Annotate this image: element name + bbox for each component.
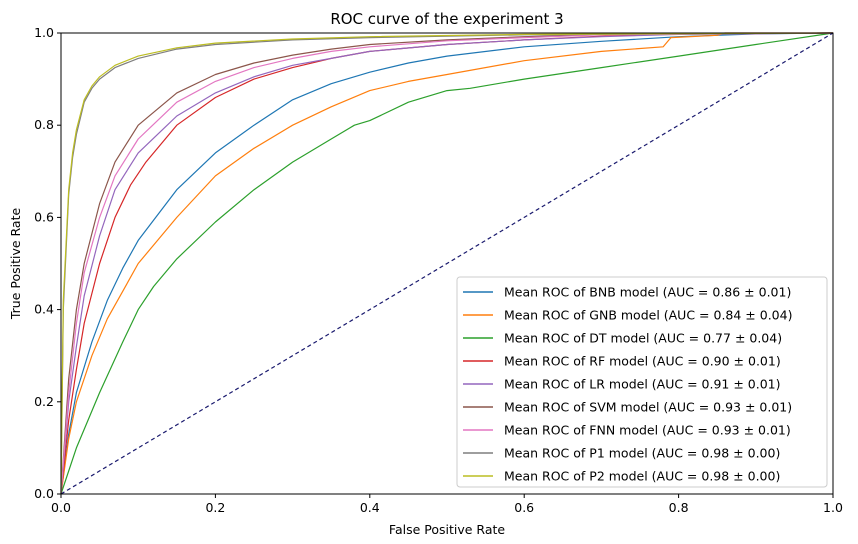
- legend-label-8: Mean ROC of P2 model (AUC = 0.98 ± 0.00): [504, 469, 780, 484]
- series-line-5: [60, 32, 834, 495]
- legend-label-4: Mean ROC of LR model (AUC = 0.91 ± 0.01): [504, 377, 780, 392]
- plot-frame: [60, 32, 834, 495]
- series-line-6: [60, 32, 834, 495]
- x-tick-label-5: 1.0: [823, 500, 843, 515]
- x-tick-label-2: 0.4: [360, 500, 380, 515]
- legend-box: [456, 276, 828, 488]
- x-tick-label-4: 0.8: [669, 500, 689, 515]
- x-tick-label-1: 0.2: [205, 500, 225, 515]
- y-tick-label-2: 0.4: [34, 302, 54, 317]
- y-tick-label-4: 0.8: [34, 117, 54, 132]
- x-tick-label-3: 0.6: [514, 500, 534, 515]
- series-line-8: [60, 32, 834, 495]
- y-tick-label-1: 0.2: [34, 394, 54, 409]
- series-layer: [60, 32, 834, 495]
- legend-label-7: Mean ROC of P1 model (AUC = 0.98 ± 0.00): [504, 446, 780, 461]
- legend-label-2: Mean ROC of DT model (AUC = 0.77 ± 0.04): [504, 331, 782, 346]
- diagonal-reference-line: [60, 32, 834, 495]
- series-line-1: [60, 32, 833, 495]
- legend-label-3: Mean ROC of RF model (AUC = 0.90 ± 0.01): [504, 354, 781, 369]
- legend-label-1: Mean ROC of GNB model (AUC = 0.84 ± 0.04…: [504, 308, 792, 323]
- y-axis-ticks: 0.0 0.2 0.4 0.6 0.8 1.0: [34, 25, 61, 501]
- y-axis-label: True Positive Rate: [8, 208, 23, 321]
- legend-items: Mean ROC of BNB model (AUC = 0.86 ± 0.01…: [463, 285, 792, 484]
- y-tick-label-3: 0.6: [34, 209, 54, 224]
- y-tick-label-0: 0.0: [34, 486, 54, 501]
- series-line-4: [60, 32, 834, 495]
- series-line-2: [60, 32, 834, 495]
- chart-title: ROC curve of the experiment 3: [330, 10, 563, 28]
- x-tick-label-0: 0.0: [51, 500, 71, 515]
- legend: Mean ROC of BNB model (AUC = 0.86 ± 0.01…: [456, 276, 828, 488]
- y-tick-label-5: 1.0: [34, 25, 54, 40]
- x-axis-ticks: 0.0 0.2 0.4 0.6 0.8 1.0: [51, 494, 843, 515]
- legend-label-0: Mean ROC of BNB model (AUC = 0.86 ± 0.01…: [504, 285, 791, 300]
- legend-label-6: Mean ROC of FNN model (AUC = 0.93 ± 0.01…: [504, 423, 791, 438]
- x-axis-label: False Positive Rate: [389, 522, 505, 537]
- series-line-0: [60, 32, 834, 495]
- legend-label-5: Mean ROC of SVM model (AUC = 0.93 ± 0.01…: [504, 400, 792, 415]
